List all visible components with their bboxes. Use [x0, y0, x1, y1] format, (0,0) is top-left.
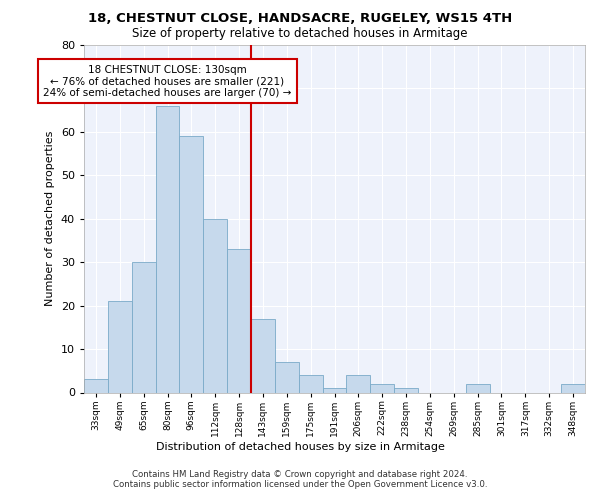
Text: 18 CHESTNUT CLOSE: 130sqm
← 76% of detached houses are smaller (221)
24% of semi: 18 CHESTNUT CLOSE: 130sqm ← 76% of detac…: [43, 64, 292, 98]
Text: Contains HM Land Registry data © Crown copyright and database right 2024.
Contai: Contains HM Land Registry data © Crown c…: [113, 470, 487, 490]
Bar: [394, 388, 418, 392]
Text: Distribution of detached houses by size in Armitage: Distribution of detached houses by size …: [155, 442, 445, 452]
Bar: [299, 375, 323, 392]
Bar: [275, 362, 299, 392]
Bar: [179, 136, 203, 392]
Bar: [203, 219, 227, 392]
Bar: [108, 302, 132, 392]
Bar: [370, 384, 394, 392]
Bar: [132, 262, 155, 392]
Text: 18, CHESTNUT CLOSE, HANDSACRE, RUGELEY, WS15 4TH: 18, CHESTNUT CLOSE, HANDSACRE, RUGELEY, …: [88, 12, 512, 26]
Text: Size of property relative to detached houses in Armitage: Size of property relative to detached ho…: [132, 28, 468, 40]
Bar: [466, 384, 490, 392]
Bar: [561, 384, 585, 392]
Bar: [155, 106, 179, 393]
Bar: [346, 375, 370, 392]
Bar: [84, 380, 108, 392]
Bar: [251, 318, 275, 392]
Bar: [227, 249, 251, 392]
Bar: [323, 388, 346, 392]
Y-axis label: Number of detached properties: Number of detached properties: [45, 131, 55, 306]
